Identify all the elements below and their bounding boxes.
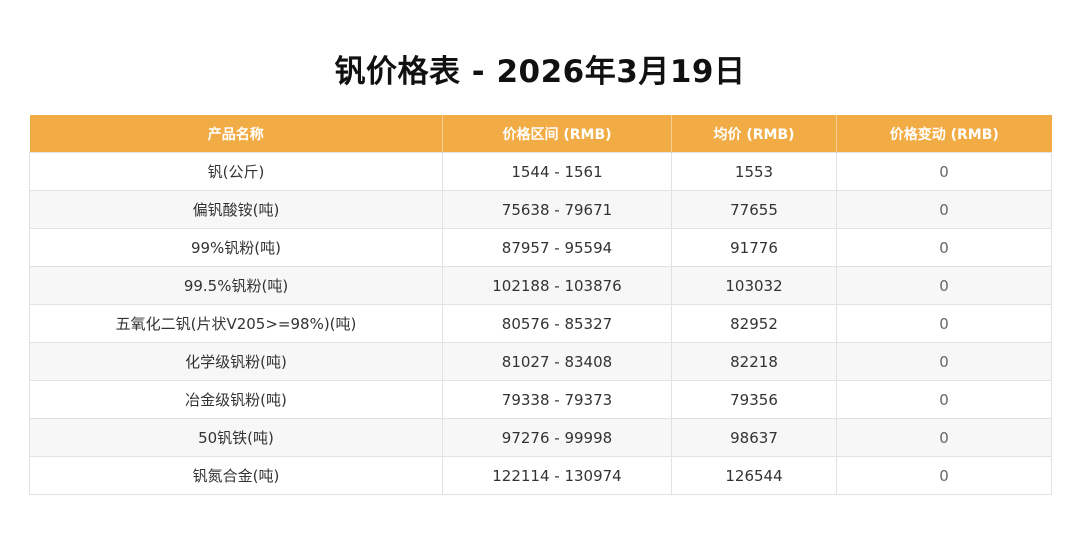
average-price-cell: 77655 <box>671 190 837 229</box>
price-change-cell: 0 <box>836 342 1052 381</box>
table-header-row: 产品名称 价格区间 (RMB) 均价 (RMB) 价格变动 (RMB) <box>29 115 1052 153</box>
product-name-cell: 钒氮合金(吨) <box>29 456 443 495</box>
table-row: 化学级钒粉(吨) 81027 - 83408 82218 0 <box>29 342 1052 381</box>
product-name-cell: 冶金级钒粉(吨) <box>29 380 443 419</box>
product-name-cell: 偏钒酸铵(吨) <box>29 190 443 229</box>
table-row: 冶金级钒粉(吨) 79338 - 79373 79356 0 <box>29 380 1052 419</box>
header-product-name: 产品名称 <box>29 115 443 153</box>
product-name-cell: 钒(公斤) <box>29 152 443 191</box>
product-name-cell: 99.5%钒粉(吨) <box>29 266 443 305</box>
price-change-cell: 0 <box>836 190 1052 229</box>
header-average-price: 均价 (RMB) <box>671 115 837 153</box>
price-change-cell: 0 <box>836 266 1052 305</box>
price-range-cell: 87957 - 95594 <box>442 228 672 267</box>
average-price-cell: 79356 <box>671 380 837 419</box>
price-change-cell: 0 <box>836 380 1052 419</box>
price-table: 产品名称 价格区间 (RMB) 均价 (RMB) 价格变动 (RMB) 钒(公斤… <box>29 115 1052 495</box>
page-title: 钒价格表 - 2026年3月19日 <box>334 54 746 90</box>
table-row: 五氧化二钒(片状V205>=98%)(吨) 80576 - 85327 8295… <box>29 304 1052 343</box>
product-name-cell: 99%钒粉(吨) <box>29 228 443 267</box>
product-name-cell: 50钒铁(吨) <box>29 418 443 457</box>
product-name-cell: 五氧化二钒(片状V205>=98%)(吨) <box>29 304 443 343</box>
average-price-cell: 82952 <box>671 304 837 343</box>
price-range-cell: 1544 - 1561 <box>442 152 672 191</box>
table-row: 偏钒酸铵(吨) 75638 - 79671 77655 0 <box>29 190 1052 229</box>
table-row: 50钒铁(吨) 97276 - 99998 98637 0 <box>29 418 1052 457</box>
average-price-cell: 91776 <box>671 228 837 267</box>
price-change-cell: 0 <box>836 418 1052 457</box>
price-change-cell: 0 <box>836 456 1052 495</box>
header-price-change: 价格变动 (RMB) <box>836 115 1052 153</box>
price-range-cell: 81027 - 83408 <box>442 342 672 381</box>
table-row: 99.5%钒粉(吨) 102188 - 103876 103032 0 <box>29 266 1052 305</box>
price-range-cell: 102188 - 103876 <box>442 266 672 305</box>
average-price-cell: 103032 <box>671 266 837 305</box>
price-range-cell: 97276 - 99998 <box>442 418 672 457</box>
table-row: 99%钒粉(吨) 87957 - 95594 91776 0 <box>29 228 1052 267</box>
price-range-cell: 75638 - 79671 <box>442 190 672 229</box>
average-price-cell: 82218 <box>671 342 837 381</box>
header-price-range: 价格区间 (RMB) <box>442 115 672 153</box>
price-range-cell: 80576 - 85327 <box>442 304 672 343</box>
table-row: 钒氮合金(吨) 122114 - 130974 126544 0 <box>29 456 1052 495</box>
price-change-cell: 0 <box>836 304 1052 343</box>
product-name-cell: 化学级钒粉(吨) <box>29 342 443 381</box>
price-change-cell: 0 <box>836 228 1052 267</box>
average-price-cell: 1553 <box>671 152 837 191</box>
average-price-cell: 126544 <box>671 456 837 495</box>
price-range-cell: 79338 - 79373 <box>442 380 672 419</box>
table-row: 钒(公斤) 1544 - 1561 1553 0 <box>29 152 1052 191</box>
price-range-cell: 122114 - 130974 <box>442 456 672 495</box>
average-price-cell: 98637 <box>671 418 837 457</box>
price-change-cell: 0 <box>836 152 1052 191</box>
